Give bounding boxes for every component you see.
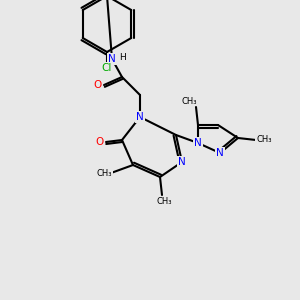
Text: N: N bbox=[136, 112, 144, 122]
Text: CH₃: CH₃ bbox=[96, 169, 112, 178]
Text: N: N bbox=[216, 148, 224, 158]
Text: CH₃: CH₃ bbox=[256, 136, 272, 145]
Text: N: N bbox=[178, 157, 186, 167]
Text: CH₃: CH₃ bbox=[181, 97, 197, 106]
Text: O: O bbox=[94, 80, 102, 90]
Text: N: N bbox=[108, 54, 116, 64]
Text: CH₃: CH₃ bbox=[156, 196, 172, 206]
Text: H: H bbox=[118, 52, 125, 62]
Text: N: N bbox=[194, 138, 202, 148]
Text: O: O bbox=[96, 137, 104, 147]
Text: Cl: Cl bbox=[102, 63, 112, 73]
